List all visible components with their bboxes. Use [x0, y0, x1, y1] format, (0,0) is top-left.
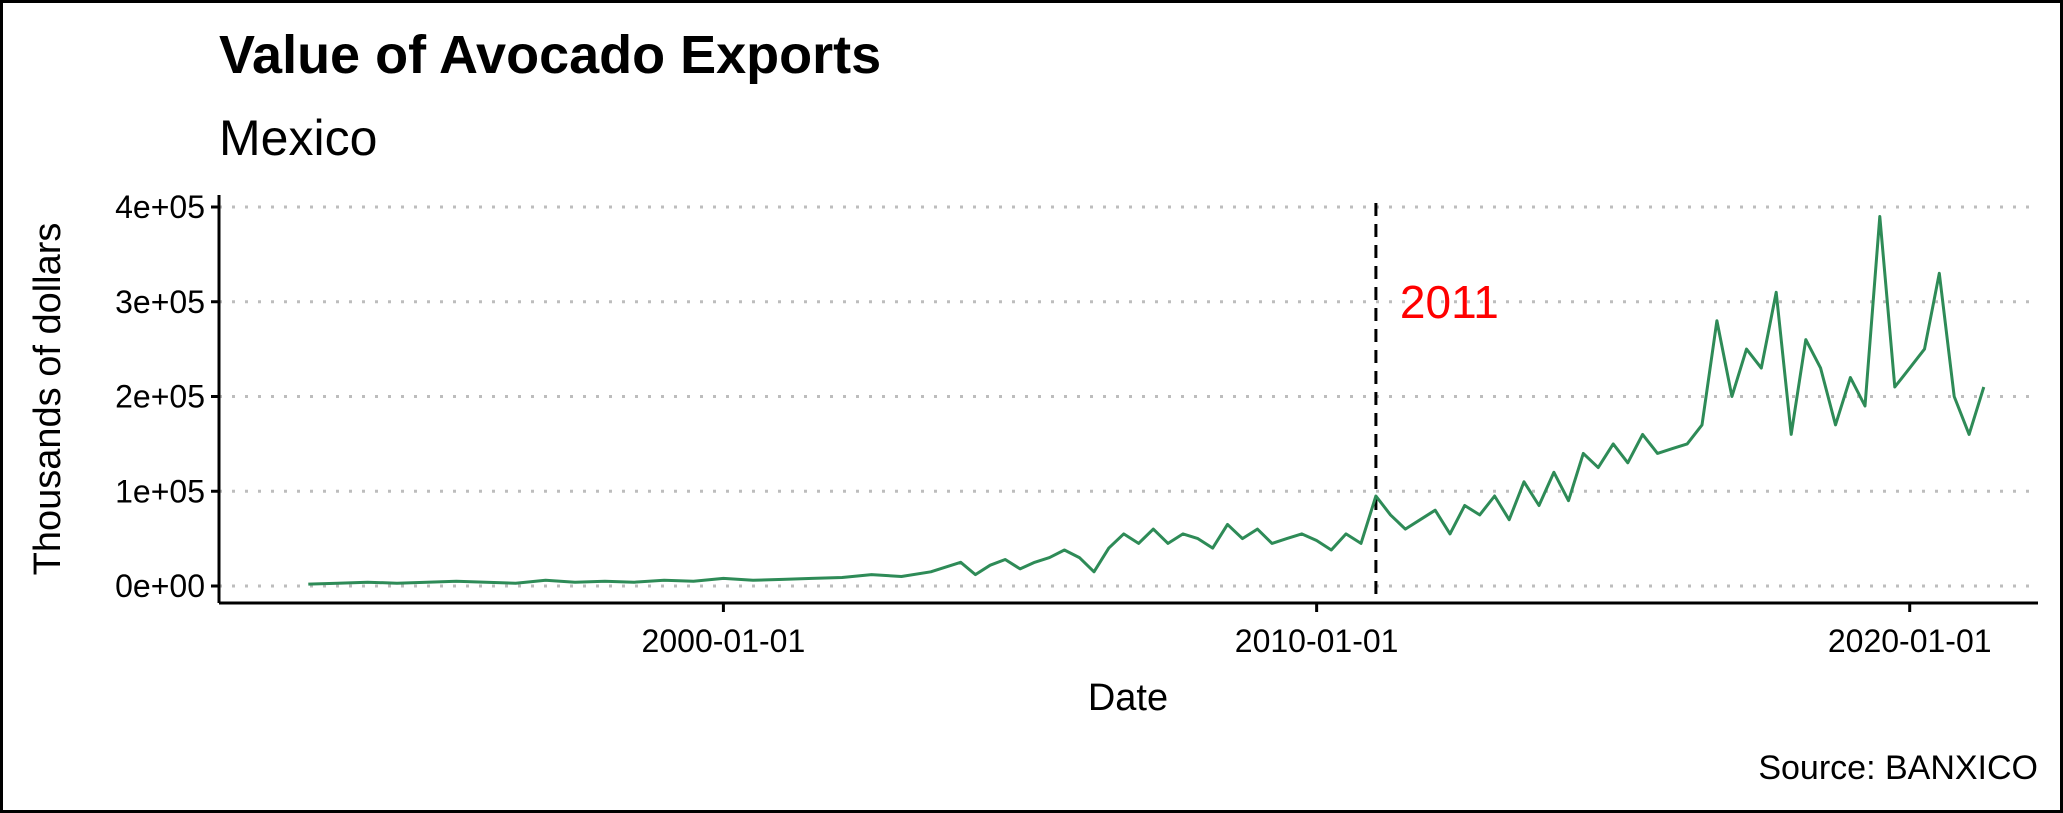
x-tick-label-1: 2010-01-01	[1235, 623, 1399, 659]
chart-canvas: Value of Avocado Exports Mexico 0e+00 1e+…	[27, 25, 2038, 787]
y-tick-label-2: 2e+05	[115, 379, 205, 415]
x-tick-label-2: 2020-01-01	[1828, 623, 1992, 659]
y-tick-label-0: 0e+00	[115, 568, 205, 604]
caption-source: Source: BANXICO	[1758, 749, 2038, 787]
y-tick-label-4: 4e+05	[115, 189, 205, 225]
y-axis-ticks: 0e+00 1e+05 2e+05 3e+05 4e+05	[115, 189, 219, 604]
x-axis-title: Date	[1088, 677, 1168, 719]
y-axis-title: Thousands of dollars	[27, 223, 69, 576]
chart-subtitle: Mexico	[219, 110, 377, 166]
gridlines	[219, 205, 2038, 588]
chart-title: Value of Avocado Exports	[219, 25, 881, 85]
annotation-2011-label: 2011	[1400, 276, 1499, 328]
series-line-exports	[308, 215, 1986, 586]
y-tick-label-3: 3e+05	[115, 284, 205, 320]
x-axis-ticks: 2000-01-01 2010-01-01 2020-01-01	[642, 603, 1992, 659]
y-tick-label-1: 1e+05	[115, 473, 205, 509]
x-tick-label-0: 2000-01-01	[642, 623, 806, 659]
